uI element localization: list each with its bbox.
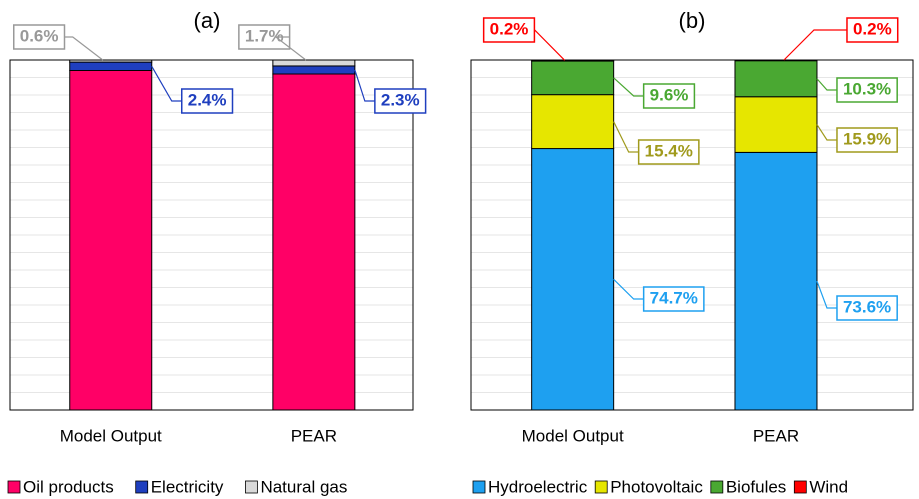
data-label-text: 74.7% bbox=[650, 288, 698, 307]
x-tick-label: PEAR bbox=[291, 426, 337, 445]
legend-label: Biofules bbox=[726, 477, 786, 496]
leader-line bbox=[534, 29, 566, 61]
bar-segment bbox=[734, 60, 818, 98]
data-label-box bbox=[836, 127, 898, 153]
data-label-box bbox=[637, 139, 700, 165]
bar-segment bbox=[69, 61, 153, 71]
bar-segment bbox=[69, 70, 153, 411]
legend-label: Oil products bbox=[23, 477, 114, 496]
leader-line bbox=[613, 77, 644, 97]
data-label-text: 15.4% bbox=[645, 141, 693, 160]
bar-segment bbox=[272, 73, 356, 411]
legend-label: Wind bbox=[809, 477, 848, 496]
bar-segment bbox=[531, 59, 615, 62]
data-label: 0.2% bbox=[846, 17, 899, 43]
data-label: 2.4% bbox=[181, 88, 234, 114]
data-label-text: 0.6% bbox=[20, 26, 59, 45]
plot-border bbox=[470, 59, 914, 411]
x-tick-label: Model Output bbox=[522, 426, 624, 445]
x-tick-label: Model Output bbox=[60, 426, 162, 445]
data-label-text: 0.2% bbox=[490, 19, 529, 38]
leader-line bbox=[816, 124, 837, 141]
legend-swatch bbox=[594, 480, 608, 494]
data-label: 10.3% bbox=[836, 77, 898, 103]
data-label-box bbox=[642, 286, 705, 312]
legend-swatch bbox=[710, 480, 724, 494]
data-label-text: 2.3% bbox=[381, 90, 420, 109]
data-label-text: 73.6% bbox=[843, 297, 891, 316]
x-tick-label: PEAR bbox=[753, 426, 799, 445]
leader-line bbox=[613, 278, 644, 300]
legend-label: Electricity bbox=[151, 477, 224, 496]
bar-segment bbox=[531, 60, 615, 96]
data-label-text: 10.3% bbox=[843, 79, 891, 98]
data-label: 2.3% bbox=[374, 88, 427, 114]
data-label-text: 9.6% bbox=[650, 85, 689, 104]
bar-segment bbox=[69, 59, 153, 63]
data-label-box bbox=[642, 83, 696, 109]
data-label: 0.2% bbox=[482, 17, 536, 43]
data-label-box bbox=[836, 77, 898, 103]
data-label: 9.6% bbox=[642, 83, 696, 109]
chart-title: (b) bbox=[679, 8, 706, 33]
leader-line bbox=[613, 121, 639, 153]
legend-swatch bbox=[245, 480, 258, 494]
leader-line bbox=[816, 280, 837, 309]
bar-segment bbox=[531, 94, 615, 150]
legend-swatch bbox=[793, 480, 807, 494]
data-label-box bbox=[13, 24, 66, 50]
plot-border bbox=[9, 59, 414, 411]
leader-line bbox=[64, 36, 104, 61]
bar-segment bbox=[531, 148, 615, 411]
legend-swatch bbox=[472, 480, 486, 494]
legend-swatch bbox=[7, 480, 21, 494]
bar-segment bbox=[272, 59, 356, 67]
legend-label: Natural gas bbox=[260, 477, 347, 496]
legend-label: Photovoltaic bbox=[610, 477, 703, 496]
data-label: 74.7% bbox=[642, 286, 705, 312]
data-label: 73.6% bbox=[836, 295, 898, 321]
data-label-box bbox=[374, 88, 427, 114]
legend-swatch bbox=[135, 480, 149, 494]
data-label-text: 2.4% bbox=[188, 90, 227, 109]
bar-segment bbox=[272, 65, 356, 75]
bar-segment bbox=[734, 151, 818, 411]
leader-line bbox=[274, 36, 307, 61]
data-label-text: 0.2% bbox=[853, 19, 892, 38]
data-label: 15.4% bbox=[637, 139, 700, 165]
leader-line bbox=[151, 66, 182, 102]
data-label-text: 15.9% bbox=[843, 129, 891, 148]
bar-segment bbox=[734, 59, 818, 62]
leader-line bbox=[354, 69, 375, 102]
bar-segment bbox=[734, 96, 818, 153]
data-label-box bbox=[181, 88, 234, 114]
leader-line bbox=[816, 78, 837, 91]
data-label: 15.9% bbox=[836, 127, 898, 153]
data-label: 0.6% bbox=[13, 24, 66, 50]
leader-line bbox=[783, 29, 847, 61]
data-label-text: 1.7% bbox=[245, 26, 284, 45]
chart-title: (a) bbox=[194, 8, 221, 33]
legend-label: Hydroelectric bbox=[488, 477, 588, 496]
